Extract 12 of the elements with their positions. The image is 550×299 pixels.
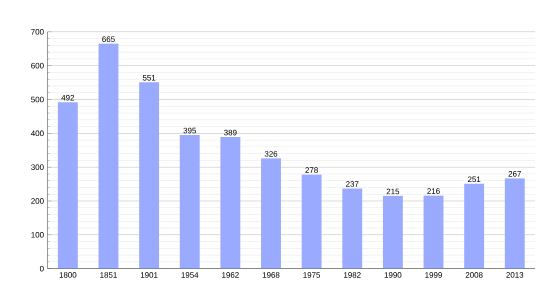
bar	[342, 188, 362, 269]
bar	[504, 178, 525, 269]
bar	[424, 196, 444, 269]
bar	[464, 184, 484, 269]
bar	[98, 44, 118, 269]
bar	[382, 196, 403, 269]
bar	[302, 174, 322, 269]
bar	[58, 102, 78, 269]
bar	[139, 82, 160, 269]
bar	[220, 137, 240, 269]
bar	[180, 135, 200, 269]
bar	[261, 158, 281, 269]
